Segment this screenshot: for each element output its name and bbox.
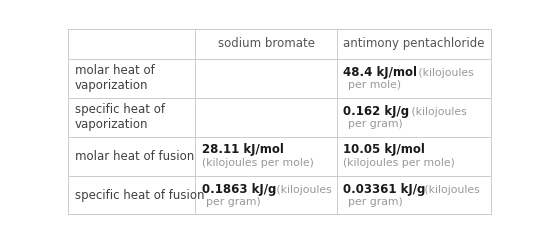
- Text: specific heat of
vaporization: specific heat of vaporization: [75, 103, 164, 131]
- Text: 0.162 kJ/g: 0.162 kJ/g: [343, 105, 410, 118]
- Text: molar heat of fusion: molar heat of fusion: [75, 149, 194, 162]
- Text: per gram): per gram): [348, 197, 402, 207]
- Text: 0.1863 kJ/g: 0.1863 kJ/g: [201, 183, 276, 196]
- Text: 10.05 kJ/mol: 10.05 kJ/mol: [343, 142, 425, 155]
- Text: sodium bromate: sodium bromate: [217, 37, 314, 50]
- Text: molar heat of
vaporization: molar heat of vaporization: [75, 64, 155, 92]
- Text: specific heat of fusion: specific heat of fusion: [75, 188, 204, 201]
- Text: per gram): per gram): [348, 119, 402, 129]
- Text: (kilojoules: (kilojoules: [273, 185, 332, 194]
- Text: antimony pentachloride: antimony pentachloride: [343, 37, 485, 50]
- Text: 48.4 kJ/mol: 48.4 kJ/mol: [343, 66, 417, 79]
- Text: (kilojoules per mole): (kilojoules per mole): [343, 158, 455, 168]
- Text: per mole): per mole): [348, 80, 401, 90]
- Text: 28.11 kJ/mol: 28.11 kJ/mol: [201, 142, 283, 155]
- Text: 0.03361 kJ/g: 0.03361 kJ/g: [343, 183, 426, 196]
- Text: (kilojoules per mole): (kilojoules per mole): [201, 158, 313, 168]
- Text: (kilojoules: (kilojoules: [415, 68, 473, 78]
- Text: per gram): per gram): [206, 197, 260, 207]
- Text: (kilojoules: (kilojoules: [421, 185, 480, 194]
- Text: (kilojoules: (kilojoules: [408, 107, 467, 117]
